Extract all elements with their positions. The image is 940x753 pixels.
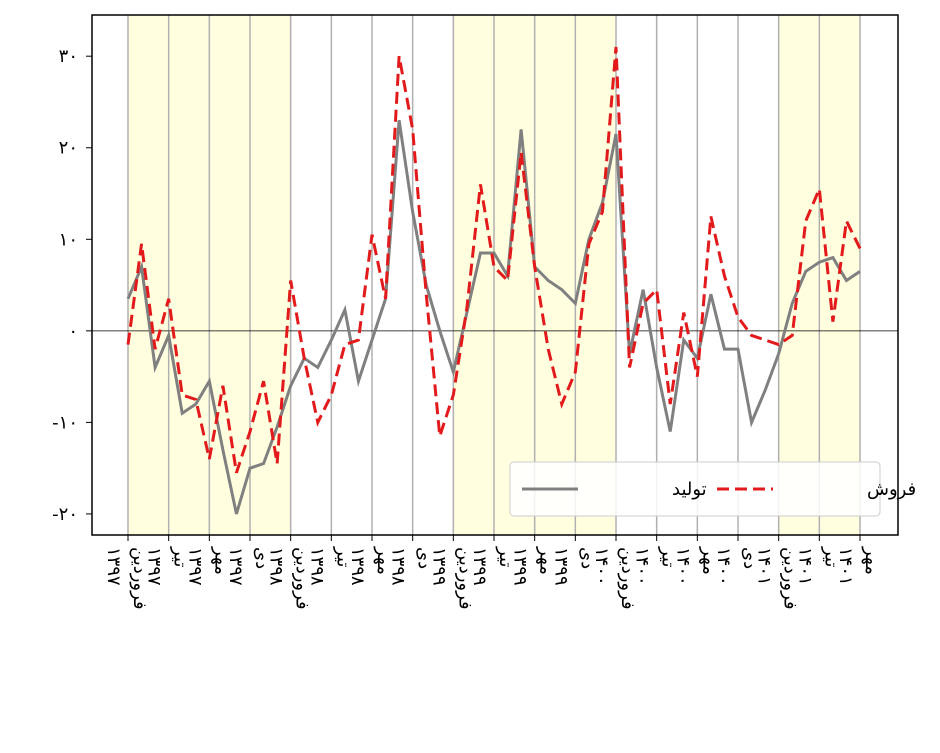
- x-tick-label: مهر ۱۳۹۹: [510, 546, 557, 591]
- x-tick-label: دی ۱۴۰۰: [713, 547, 760, 591]
- x-tick-label: فروردین ۱۳۹۹: [428, 547, 475, 610]
- x-tick-label: مهر ۱۴۰۰: [672, 546, 719, 591]
- x-tick-label: مهر ۱۳۹۸: [347, 546, 394, 591]
- x-tick-label: تیر ۱۳۹۸: [306, 546, 353, 591]
- x-tick-label: تیر ۱۳۹۷: [144, 546, 191, 591]
- x-tick-label: فروردین ۱۳۹۸: [266, 547, 313, 610]
- x-tick-label: دی ۱۳۹۹: [550, 547, 597, 591]
- plot-frame: [91, 14, 899, 536]
- x-tick-label: مهر ۱۳۹۷: [184, 546, 231, 591]
- y-tick-label: ۰: [68, 321, 78, 342]
- legend-label: تولید: [672, 479, 707, 500]
- x-tick-label: تیر ۱۳۹۹: [469, 546, 516, 591]
- x-tick-label: تیر ۱۴۰۱: [794, 546, 841, 591]
- y-tick-label: -۲۰: [52, 504, 78, 525]
- x-tick-label: تیر ۱۴۰۰: [632, 546, 679, 591]
- x-tick-label: دی ۱۳۹۷: [225, 547, 272, 591]
- legend-box: [509, 461, 881, 517]
- x-tick-label: فروردین ۱۴۰۱: [754, 547, 801, 610]
- legend-label: فروش: [867, 479, 916, 500]
- y-tick-label: ۲۰: [59, 138, 78, 159]
- x-tick-label: دی ۱۳۹۸: [388, 547, 435, 591]
- y-tick-label: -۱۰: [52, 412, 78, 433]
- series-line: [126, 120, 861, 515]
- x-tick-label: فروردین ۱۴۰۰: [591, 547, 638, 610]
- series-line: [126, 46, 862, 474]
- x-tick-label: فروردین ۱۳۹۷: [103, 547, 150, 610]
- y-tick-label: ۱۰: [59, 229, 78, 250]
- y-tick-label: ۳۰: [59, 46, 78, 67]
- x-tick-label: مهر ۱۴۰۱: [835, 546, 882, 591]
